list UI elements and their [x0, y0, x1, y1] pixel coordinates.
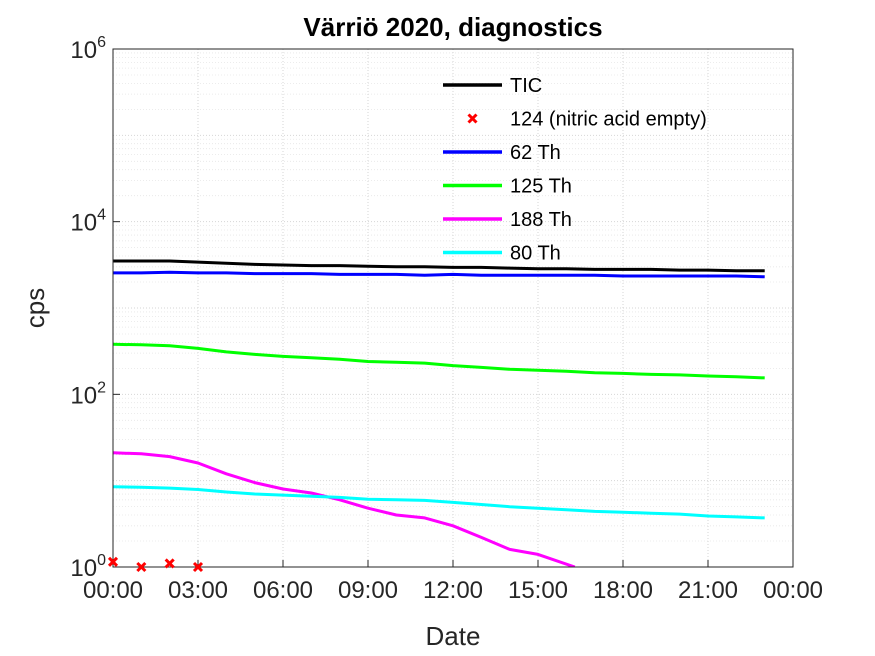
legend-swatch-124-nitric-acid-empty — [467, 113, 478, 124]
x-tick-label: 00:00 — [763, 577, 823, 604]
series-line-62-th — [113, 270, 765, 279]
x-tick-label: 06:00 — [253, 577, 313, 604]
data-point-124-nitric-acid-empty — [192, 561, 204, 573]
legend-label-62-th: 62 Th — [510, 142, 561, 164]
series-line-125-th — [113, 342, 765, 380]
axes: 00:00 03:00 06:00 09:00 12:00 15:00 18:00 21:00… — [70, 34, 823, 604]
series-line-188-th — [113, 451, 576, 567]
y-tick-label: 100 — [70, 552, 106, 582]
x-tick-label: 00:00 — [83, 577, 143, 604]
legend-label-188-th: 188 Th — [510, 209, 572, 231]
data-point-124-nitric-acid-empty — [136, 561, 147, 573]
x-tick-label: 09:00 — [338, 577, 398, 604]
y-tick-label: 102 — [70, 379, 106, 409]
series-line-80-th — [113, 485, 765, 520]
data-point-124-nitric-acid-empty — [107, 556, 119, 567]
series-layer — [113, 259, 765, 567]
x-tick-label: 21:00 — [678, 577, 738, 604]
legend-label-124-nitric-acid-empty: 124 (nitric acid empty) — [510, 109, 707, 131]
x-tick-label: 03:00 — [168, 577, 228, 604]
legend-label-80-th: 80 Th — [510, 243, 561, 265]
legend-label-tic: TIC — [510, 75, 542, 97]
chart-title: Värriö 2020, diagnostics — [303, 12, 602, 42]
y-tick-label: 104 — [70, 207, 106, 237]
series-line-tic — [113, 259, 765, 273]
x-tick-label: 18:00 — [593, 577, 653, 604]
y-axis-label: cps — [20, 288, 50, 328]
legend: TIC 124 (nitric acid empty) 62 Th 125 Th 188… — [443, 75, 707, 265]
data-point-124-nitric-acid-empty — [164, 558, 175, 569]
x-axis-label: Date — [426, 621, 481, 651]
legend-label-125-th: 125 Th — [510, 176, 572, 198]
grid — [112, 48, 794, 568]
y-tick-label: 106 — [70, 34, 106, 64]
x-tick-label: 15:00 — [508, 577, 568, 604]
x-tick-label: 12:00 — [423, 577, 483, 604]
